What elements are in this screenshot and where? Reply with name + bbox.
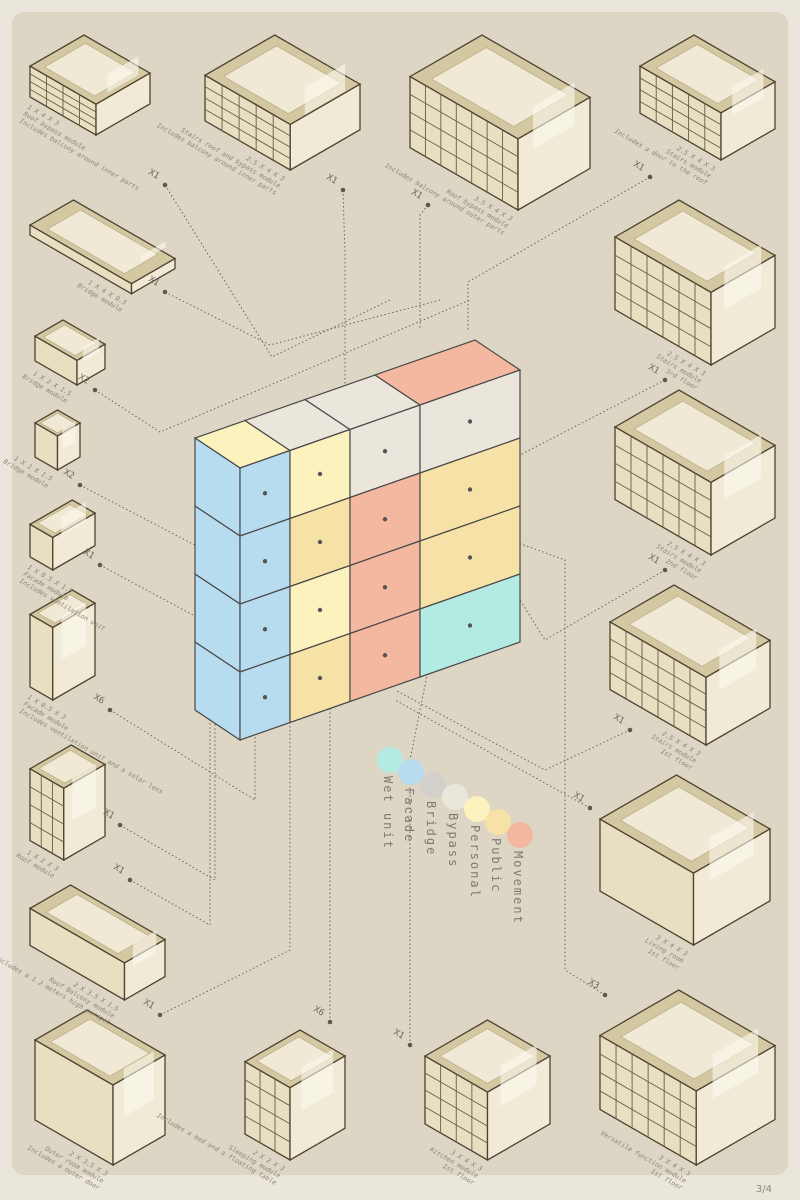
- legend-swatch: [442, 784, 468, 810]
- module-9-drawing: [28, 589, 97, 702]
- leader-dot: [587, 805, 593, 811]
- module-6-drawing: [33, 319, 107, 387]
- stack-module-dot: [382, 449, 388, 454]
- leader-dot: [425, 202, 431, 208]
- leader-dot: [647, 174, 653, 180]
- leader-line: [394, 689, 631, 771]
- leader-dot: [627, 727, 633, 733]
- leader-dot: [407, 1042, 413, 1048]
- legend-swatch: [507, 822, 533, 848]
- leader-dot: [662, 567, 668, 573]
- leader-dot: [127, 877, 133, 883]
- leader-dot: [157, 1012, 163, 1018]
- module-4-drawing: [638, 34, 777, 162]
- leader-line: [342, 189, 346, 420]
- legend-label: Bridge: [424, 801, 438, 857]
- legend-swatch: [464, 796, 490, 822]
- module-15-drawing: [608, 584, 772, 747]
- legend-swatch: [485, 809, 511, 835]
- legend-label: Personal: [468, 825, 482, 899]
- leader-dot: [92, 387, 98, 393]
- module-1-drawing: [28, 34, 152, 137]
- legend-label: Public: [489, 838, 503, 894]
- module-17-drawing: [598, 989, 777, 1167]
- stack-module-dot: [317, 539, 323, 545]
- leader-dot: [77, 482, 83, 488]
- leader-dot: [97, 562, 103, 568]
- module-10-drawing: [28, 744, 107, 862]
- stack-module-dot: [467, 419, 473, 424]
- module-5-drawing: [28, 199, 177, 295]
- stack-module-dot: [382, 653, 388, 658]
- legend-label: Wet unit: [381, 776, 395, 850]
- leader-dot: [162, 289, 168, 295]
- module-7-drawing: [33, 409, 82, 472]
- leader-line: [164, 184, 391, 358]
- module-11-drawing: [28, 884, 167, 1002]
- leader-line: [94, 299, 471, 433]
- module-19-drawing: [423, 1019, 552, 1162]
- module-12-drawing: [33, 1009, 167, 1167]
- stack-module-dot: [317, 471, 323, 477]
- stack-module-dot: [467, 555, 473, 560]
- leader-dot: [117, 822, 123, 828]
- leader-line: [419, 204, 429, 330]
- leader-line: [164, 291, 441, 346]
- module-16-drawing: [598, 774, 772, 947]
- module-stack: [193, 339, 522, 742]
- leader-line: [454, 519, 606, 996]
- stack-module-dot: [382, 517, 388, 522]
- leader-dot: [162, 182, 168, 188]
- leader-line: [159, 700, 291, 1016]
- legend-label: Bypass: [446, 813, 460, 869]
- leader-line: [394, 699, 591, 809]
- module-14-drawing: [613, 389, 777, 557]
- module-8-drawing: [28, 499, 97, 572]
- leader-dot: [107, 707, 113, 713]
- legend-swatch: [420, 772, 446, 798]
- leader-line: [109, 660, 256, 801]
- module-18-drawing: [243, 1029, 347, 1162]
- leader-dot: [340, 187, 346, 193]
- module-2-drawing: [203, 34, 362, 172]
- legend-swatch: [377, 747, 403, 773]
- stack-module-dot: [262, 695, 268, 700]
- page-number: 3/4: [755, 1184, 772, 1195]
- leader-dot: [602, 992, 608, 998]
- stack-module-dot: [262, 627, 268, 632]
- module-13-drawing: [613, 199, 777, 367]
- leader-dot: [327, 1019, 333, 1025]
- legend-label: Facade: [402, 788, 416, 844]
- leader-dot: [662, 377, 668, 383]
- module-3-drawing: [408, 34, 592, 212]
- stack-module-dot: [317, 607, 323, 613]
- stack-module-dot: [382, 585, 388, 590]
- stack-module-dot: [317, 675, 323, 681]
- stack-module-dot: [467, 487, 473, 492]
- stack-module-dot: [262, 491, 268, 496]
- legend-label: Movement: [511, 851, 525, 925]
- stack-module-dot: [467, 623, 473, 628]
- legend-swatch: [398, 759, 424, 785]
- stack-module-dot: [262, 559, 268, 564]
